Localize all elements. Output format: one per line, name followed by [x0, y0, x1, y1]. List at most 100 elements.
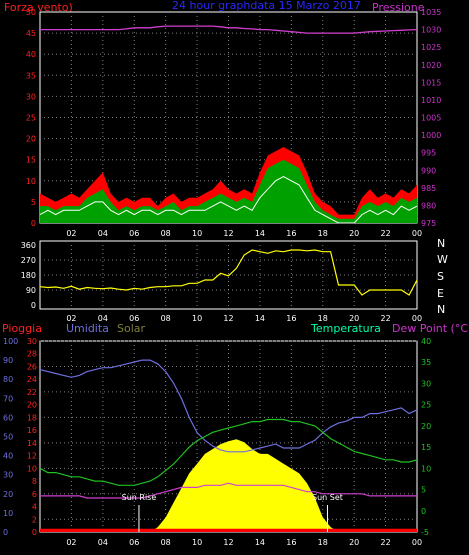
- sun-marker-label: Sun Rise: [122, 493, 157, 502]
- direction-y-tick: 270: [21, 256, 36, 265]
- wind-direction-line: [39, 249, 418, 296]
- x-tick-label: 16: [286, 538, 296, 547]
- humidity-y-tick: 100: [3, 337, 18, 346]
- rain-y-tick: 16: [27, 426, 37, 435]
- rain-y-tick: 6: [32, 490, 37, 499]
- climate-axis-labels: 0102030405060708090100024681012141618202…: [3, 337, 431, 547]
- x-tick-label: 08: [161, 314, 171, 323]
- temperature-y-tick: 10: [421, 464, 431, 473]
- wind-force-label: Forza vento): [4, 1, 73, 14]
- x-tick-label: 14: [255, 314, 265, 323]
- x-tick-label: 20: [349, 314, 359, 323]
- pressure-y-tick: 1000: [421, 131, 441, 140]
- wind-y-tick: 10: [26, 177, 36, 186]
- x-tick-label: 18: [318, 314, 328, 323]
- x-tick-label: 14: [255, 229, 265, 238]
- wind-y-tick: 45: [26, 29, 36, 38]
- direction-y-tick: 360: [21, 241, 36, 250]
- direction-y-tick: 90: [26, 286, 36, 295]
- compass-e: E: [437, 287, 444, 300]
- wind-y-tick: 15: [26, 156, 36, 165]
- x-tick-label: 20: [349, 229, 359, 238]
- rain-y-tick: 4: [32, 503, 37, 512]
- chart-title: 24 hour graphdata 15 Marzo 2017: [172, 0, 361, 12]
- temperature-y-tick: 25: [421, 401, 431, 410]
- compass-labels: N W S E N: [437, 237, 448, 316]
- humidity-line: [39, 359, 418, 453]
- x-tick-label: 12: [223, 314, 233, 323]
- x-tick-label: 16: [286, 229, 296, 238]
- x-tick-label: 00: [412, 229, 422, 238]
- pressure-y-tick: 1010: [421, 96, 441, 105]
- x-tick-label: 22: [380, 538, 390, 547]
- temperature-y-tick: 5: [421, 486, 426, 495]
- pressure-label: Pressione: [372, 1, 425, 14]
- rain-y-tick: 26: [27, 362, 37, 371]
- pressure-y-tick: 1035: [421, 8, 441, 17]
- rain-y-tick: 2: [32, 515, 37, 524]
- dewpoint-label: Dew Point (°C): [392, 322, 469, 335]
- wind-y-tick: 50: [26, 8, 36, 17]
- compass-s: S: [437, 270, 444, 283]
- x-tick-label: 14: [255, 538, 265, 547]
- wind-average-line: [39, 176, 418, 224]
- x-tick-label: 06: [129, 229, 139, 238]
- compass-n-bottom: N: [437, 303, 445, 316]
- rain-y-tick: 0: [32, 528, 37, 537]
- compass-n-top: N: [437, 237, 445, 250]
- rain-y-tick: 20: [27, 401, 37, 410]
- x-tick-label: 10: [192, 538, 202, 547]
- temperature-y-tick: 20: [421, 422, 431, 431]
- pressure-y-tick: 1015: [421, 78, 441, 87]
- x-tick-label: 04: [98, 314, 108, 323]
- rain-y-tick: 24: [27, 375, 37, 384]
- wind-y-tick: 40: [26, 50, 36, 59]
- x-tick-label: 20: [349, 538, 359, 547]
- temperature-y-tick: 40: [421, 337, 431, 346]
- x-tick-label: 08: [161, 538, 171, 547]
- wind-axis-labels: 0510152025303540455097598098599099510001…: [26, 8, 442, 238]
- wind-series: [39, 25, 418, 224]
- wind-y-tick: 20: [26, 135, 36, 144]
- pressure-y-tick: 1025: [421, 43, 441, 52]
- rain-y-tick: 28: [27, 350, 37, 359]
- pressure-y-tick: 980: [421, 201, 436, 210]
- temperature-line: [39, 418, 418, 486]
- x-tick-label: 06: [129, 314, 139, 323]
- direction-y-tick: 0: [31, 301, 36, 310]
- humidity-y-tick: 20: [3, 490, 13, 499]
- x-tick-label: 08: [161, 229, 171, 238]
- direction-axis-labels: 0 90 180 270 360 02 04 06 08 10 12 14 16 18 20 22 00: [21, 241, 422, 323]
- x-tick-label: 06: [129, 538, 139, 547]
- wind-y-tick: 0: [31, 219, 36, 228]
- humidity-label: Umidita: [66, 322, 109, 335]
- humidity-y-tick: 90: [3, 356, 13, 365]
- direction-y-tick: 180: [21, 271, 36, 280]
- x-tick-label: 18: [318, 229, 328, 238]
- wind-speed-area: [40, 159, 417, 223]
- temperature-label: Temperatura: [310, 322, 381, 335]
- x-tick-label: 18: [318, 538, 328, 547]
- temperature-y-tick: -5: [421, 528, 429, 537]
- compass-w: W: [437, 253, 448, 266]
- humidity-y-tick: 40: [3, 452, 13, 461]
- pressure-y-tick: 1020: [421, 61, 441, 70]
- x-tick-label: 16: [286, 314, 296, 323]
- direction-series: [39, 249, 418, 296]
- x-tick-label: 22: [380, 229, 390, 238]
- rain-y-tick: 30: [27, 337, 37, 346]
- x-tick-label: 10: [192, 229, 202, 238]
- rain-y-tick: 10: [27, 464, 37, 473]
- wind-y-tick: 25: [26, 114, 36, 123]
- pressure-y-tick: 990: [421, 166, 436, 175]
- rain-y-tick: 12: [27, 452, 37, 461]
- sun-marker-label: Sun Set: [312, 493, 343, 502]
- rain-y-tick: 14: [27, 439, 37, 448]
- rain-y-tick: 22: [27, 388, 37, 397]
- temperature-y-tick: 35: [421, 358, 431, 367]
- humidity-y-tick: 0: [3, 528, 8, 537]
- wind-gust-area: [40, 147, 417, 223]
- x-tick-label: 00: [412, 314, 422, 323]
- humidity-y-tick: 30: [3, 471, 13, 480]
